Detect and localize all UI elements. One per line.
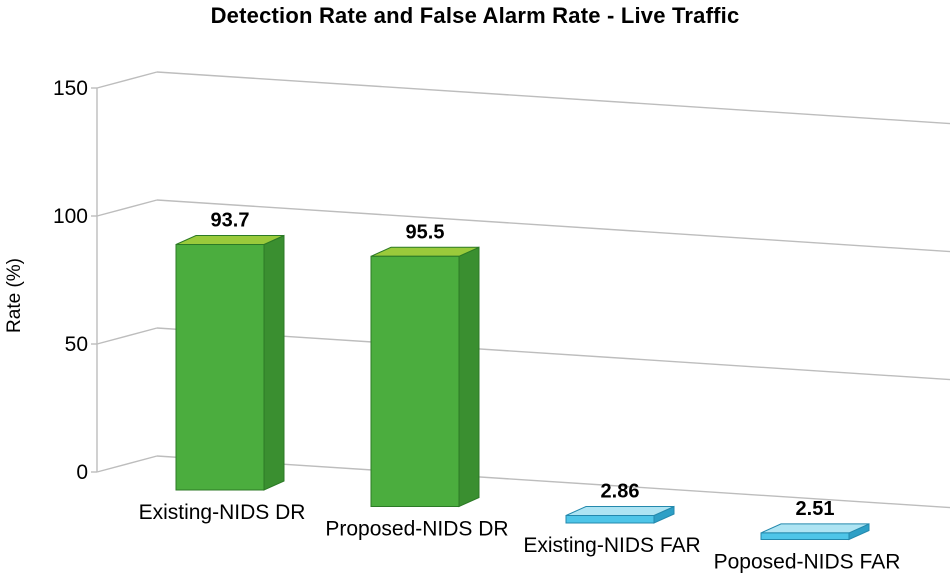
bar-value-label: 93.7 xyxy=(211,210,250,232)
bar-proposed-nids-dr: 95.5 Proposed-NIDS DR xyxy=(325,221,508,540)
bar-top-face xyxy=(760,523,870,534)
bar-value-label: 95.5 xyxy=(406,221,445,243)
chart-title: Detection Rate and False Alarm Rate - Li… xyxy=(210,3,740,28)
bar-value-label: 2.86 xyxy=(601,481,640,503)
category-label: Poposed-NIDS FAR xyxy=(714,551,901,574)
tick-label-0: 0 xyxy=(76,461,88,484)
category-label: Existing-NIDS FAR xyxy=(523,534,700,557)
tick-label-150: 150 xyxy=(53,77,88,100)
bar-top-face xyxy=(175,235,285,246)
gridline-50 xyxy=(156,327,950,381)
gridline-0 xyxy=(156,455,950,509)
bar-top-face xyxy=(565,506,675,517)
bar-existing-nids-dr: 93.7 Existing-NIDS DR xyxy=(139,210,306,524)
tick-label-50: 50 xyxy=(65,333,88,356)
category-label: Proposed-NIDS DR xyxy=(325,518,508,541)
bar-front-face xyxy=(760,532,850,541)
bar-front-face xyxy=(370,255,460,508)
gridline-depth-100 xyxy=(96,199,158,217)
gridline-150 xyxy=(156,71,950,125)
bar-front-face xyxy=(565,515,655,524)
bar-value-label: 2.51 xyxy=(796,498,835,520)
bar-side-face xyxy=(458,246,480,508)
gridline-depth-0 xyxy=(96,455,158,473)
bar-side-face xyxy=(263,234,285,491)
gridline-depth-150 xyxy=(96,71,158,89)
tick-label-100: 100 xyxy=(53,205,88,228)
category-label: Existing-NIDS DR xyxy=(139,501,306,524)
bar-top-face xyxy=(370,246,480,257)
bar-existing-nids-far: 2.86 Existing-NIDS FAR xyxy=(523,481,700,557)
bar-front-face xyxy=(175,244,265,491)
gridline-depth-50 xyxy=(96,327,158,345)
gridline-100 xyxy=(156,199,950,253)
bar-poposed-nids-far: 2.51 Poposed-NIDS FAR xyxy=(714,498,901,574)
